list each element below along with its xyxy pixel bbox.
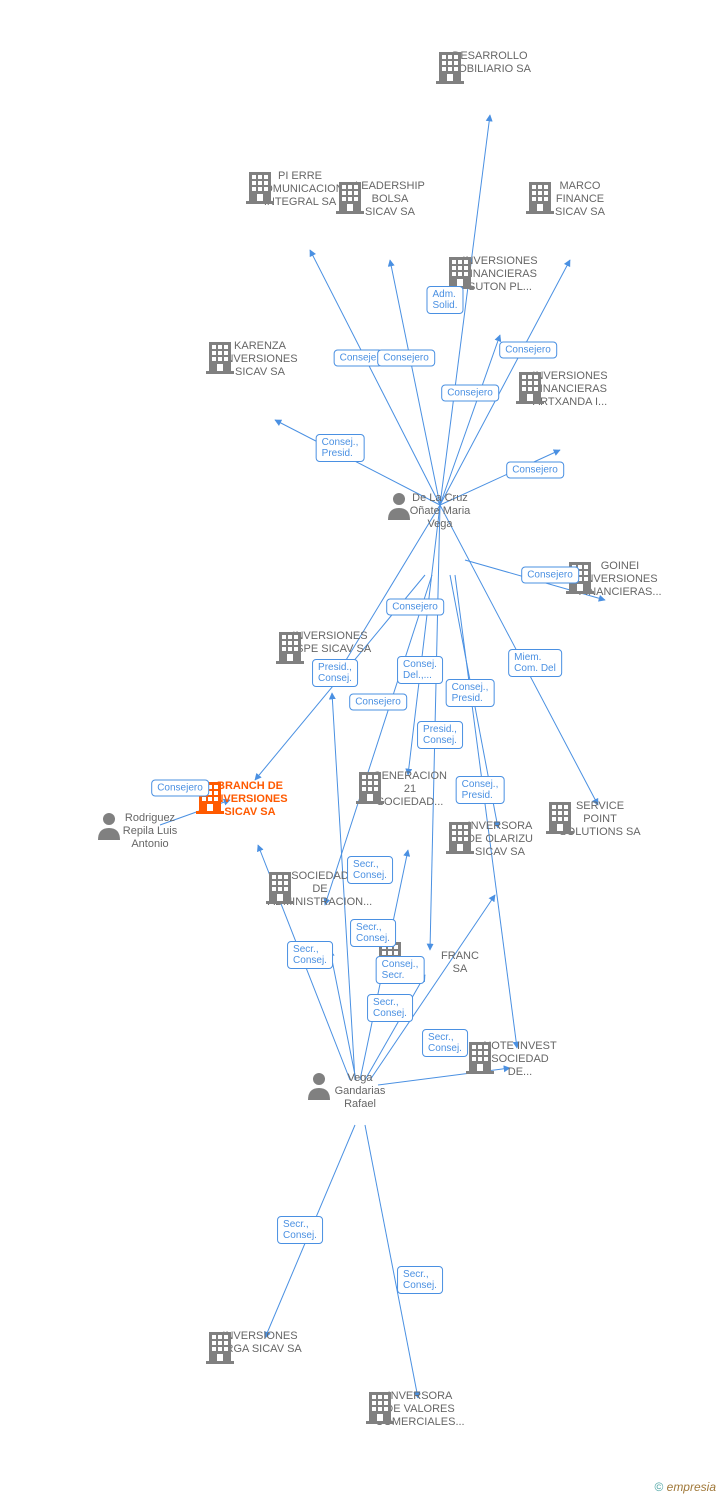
edge-label-delacruz-gen21: Consej. Del.,... xyxy=(397,656,443,684)
edge-label-delacruz-pierre: Conseje xyxy=(334,350,383,367)
node-desarrollo[interactable]: DESARROLLO MOBILIARIO SA xyxy=(435,50,545,78)
node-service[interactable]: SERVICE POINT SOLUTIONS SA xyxy=(545,800,655,842)
node-aspe[interactable]: INVERSIONES ASPE SICAV SA xyxy=(275,630,385,658)
node-marco[interactable]: MARCO FINANCE SICAV SA xyxy=(525,180,635,222)
edge-vega-valores xyxy=(365,1125,418,1398)
edge-vega-soc_admin xyxy=(330,950,356,1080)
edge-label-delacruz-olarizu: Consej., Presid. xyxy=(446,679,495,707)
edge-label-delacruz-karenza: Consej., Presid. xyxy=(316,434,365,462)
copyright-symbol: © xyxy=(654,1480,663,1494)
edge-label-vega-valores: Secr., Consej. xyxy=(397,1266,443,1294)
edge-label-delacruz-suton: Consejero xyxy=(441,385,499,402)
node-gen21[interactable]: GENERACION 21 SOCIEDAD... xyxy=(355,770,465,812)
edge-label-delacruz-leadership: Consejero xyxy=(377,350,435,367)
node-olarizu[interactable]: INVERSORA DE OLARIZU SICAV SA xyxy=(445,820,555,862)
edge-label-delacruz-note: Consej., Presid. xyxy=(456,776,505,804)
copyright: © empresia xyxy=(654,1480,716,1494)
edge-label-vega-gen21: Secr., Consej. xyxy=(347,856,393,884)
edge-delacruz-suton xyxy=(440,335,500,505)
node-branch[interactable]: BRANCH DE INVERSIONES SICAV SA xyxy=(195,780,305,822)
edge-label-vega-olarizu: Secr., Consej. xyxy=(367,994,413,1022)
copyright-brand: empresia xyxy=(667,1480,716,1494)
edge-label-rodriguez-branch: Consejero xyxy=(151,780,209,797)
edge-label-delacruz-service: Miem. Com. Del xyxy=(508,649,562,677)
edge-delacruz-pierre xyxy=(310,250,440,505)
node-vega[interactable]: Vega Gandarias Rafael xyxy=(305,1070,415,1114)
edge-vega-franc_icon xyxy=(365,975,425,1080)
edge-label-delacruz-soc_admin: Consejero xyxy=(349,694,407,711)
edge-label-vega-franc_icon: Consej., Secr. xyxy=(376,956,425,984)
node-delacruz[interactable]: De La Cruz Oñate Maria Vega xyxy=(385,490,495,534)
node-goinei[interactable]: GOINEI INVERSIONES FINANCIERAS... xyxy=(565,560,675,602)
edge-label-vega-branch: Secr., Consej. xyxy=(287,941,333,969)
node-note[interactable]: NOTE INVEST SOCIEDAD DE... xyxy=(465,1040,575,1082)
edge-label-vega-arga: Secr., Consej. xyxy=(277,1216,323,1244)
edge-label-vega-note: Secr., Consej. xyxy=(422,1029,468,1057)
edge-label-delacruz-artxanda: Consejero xyxy=(506,462,564,479)
edges-layer xyxy=(0,0,728,1500)
node-valores[interactable]: INVERSORA DE VALORES COMERCIALES... xyxy=(365,1390,475,1432)
node-arga[interactable]: INVERSIONES ARGA SICAV SA xyxy=(205,1330,315,1358)
edge-label-delacruz-aspe: Consejero xyxy=(386,599,444,616)
node-rodriguez[interactable]: Rodriguez Repila Luis Antonio xyxy=(95,810,205,854)
edge-label-delacruz-marco: Consejero xyxy=(499,342,557,359)
node-karenza[interactable]: KARENZA INVERSIONES SICAV SA xyxy=(205,340,315,382)
edge-label-delacruz-branch: Presid., Consej. xyxy=(312,659,358,687)
edge-label-delacruz-desarrollo: Adm. Solid. xyxy=(426,286,463,314)
edge-label-delacruz-franc_icon: Presid., Consej. xyxy=(417,721,463,749)
node-leadership[interactable]: LEADERSHIP BOLSA SICAV SA xyxy=(335,180,445,222)
edge-label-vega-soc_admin: Secr., Consej. xyxy=(350,919,396,947)
edge-label-delacruz-goinei: Consejero xyxy=(521,567,579,584)
node-artxanda[interactable]: INVERSIONES FINANCIERAS ARTXANDA I... xyxy=(515,370,625,412)
